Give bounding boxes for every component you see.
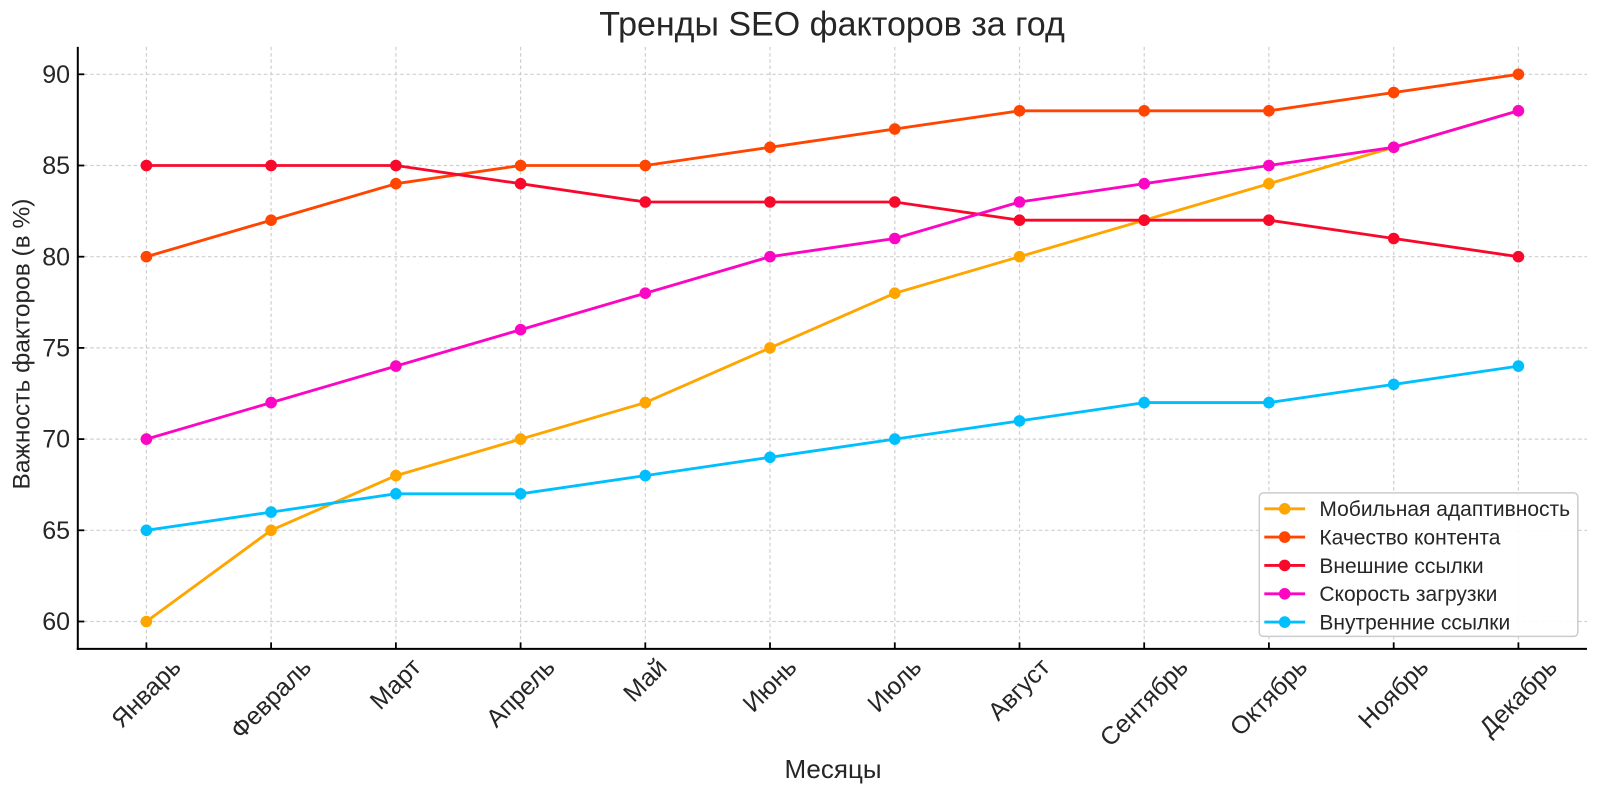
svg-text:Качество контента: Качество контента: [1319, 527, 1500, 550]
svg-text:60: 60: [42, 608, 70, 636]
svg-text:75: 75: [42, 335, 70, 363]
svg-text:Скорость загрузки: Скорость загрузки: [1319, 583, 1497, 606]
svg-text:Внешние ссылки: Внешние ссылки: [1319, 555, 1483, 578]
svg-text:70: 70: [42, 426, 70, 454]
svg-text:65: 65: [42, 517, 70, 545]
svg-text:80: 80: [42, 243, 70, 271]
svg-text:Внутренние ссылки: Внутренние ссылки: [1319, 612, 1510, 635]
svg-text:85: 85: [42, 152, 70, 180]
svg-text:Месяцы: Месяцы: [784, 754, 881, 784]
svg-text:Мобильная адаптивность: Мобильная адаптивность: [1319, 498, 1570, 521]
svg-text:Тренды SEO факторов за год: Тренды SEO факторов за год: [599, 6, 1065, 44]
svg-text:90: 90: [42, 61, 70, 89]
svg-text:Важность факторов (в %): Важность факторов (в %): [9, 199, 36, 490]
